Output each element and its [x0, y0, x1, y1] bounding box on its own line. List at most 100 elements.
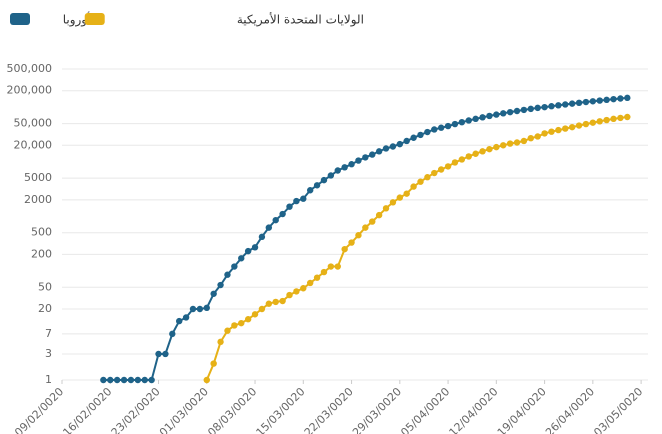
data-point	[458, 118, 466, 126]
data-point	[251, 311, 259, 318]
data-point	[155, 350, 162, 358]
data-point	[555, 102, 562, 109]
data-point	[548, 128, 555, 135]
data-point	[486, 112, 493, 120]
data-point	[217, 281, 224, 289]
data-point	[382, 205, 390, 212]
data-point	[341, 164, 348, 171]
data-point	[169, 330, 176, 338]
data-point	[258, 305, 266, 313]
data-point	[369, 218, 376, 225]
data-point	[306, 279, 314, 287]
data-point	[437, 166, 445, 173]
data-point	[293, 288, 300, 295]
data-point	[527, 134, 534, 142]
data-point	[479, 114, 486, 121]
data-point	[431, 169, 438, 177]
x-tick-label: 01/03/0020	[157, 385, 211, 434]
data-point	[610, 115, 617, 123]
data-point	[113, 376, 121, 384]
data-point	[320, 268, 328, 276]
data-point	[272, 216, 279, 224]
y-tick-label: 3	[45, 347, 52, 360]
data-point	[541, 103, 548, 111]
data-point	[189, 305, 197, 313]
data-point	[417, 178, 424, 185]
data-point	[610, 95, 617, 103]
data-point	[293, 197, 300, 205]
data-point	[341, 245, 348, 253]
data-point	[596, 97, 603, 104]
legend: أوروبا الولايات المتحدة الأمريكية	[10, 12, 364, 28]
data-point	[210, 290, 217, 297]
data-point	[451, 120, 459, 128]
data-point	[362, 224, 369, 231]
data-point	[451, 159, 459, 166]
data-point	[334, 167, 341, 174]
data-point	[348, 239, 355, 246]
data-point	[355, 157, 362, 164]
y-tick-label: 50,000	[14, 117, 53, 130]
x-tick-label: 05/04/0020	[398, 385, 452, 434]
data-point	[458, 156, 466, 163]
data-point	[527, 105, 534, 113]
data-point	[431, 126, 438, 133]
data-point	[603, 116, 610, 124]
data-point	[286, 291, 293, 299]
legend-label: أوروبا	[63, 12, 91, 28]
data-point	[244, 247, 252, 255]
data-point	[603, 96, 610, 104]
data-point	[568, 123, 576, 131]
data-point	[589, 98, 597, 105]
data-point	[575, 122, 583, 129]
data-point	[231, 263, 238, 270]
data-point	[148, 376, 155, 384]
y-tick-label: 500,000	[7, 62, 53, 75]
data-point	[196, 305, 204, 313]
data-point	[562, 101, 569, 108]
legend-swatch	[10, 13, 30, 25]
data-point	[624, 113, 631, 121]
data-point	[210, 360, 217, 367]
data-point	[403, 137, 410, 145]
data-point	[313, 274, 321, 281]
data-point	[520, 137, 528, 145]
y-tick-label: 7	[45, 327, 52, 340]
legend-swatch	[84, 13, 105, 25]
data-point	[355, 232, 362, 239]
data-point	[568, 100, 576, 107]
data-point	[375, 148, 383, 155]
data-point	[348, 161, 355, 168]
data-point	[272, 298, 279, 306]
data-point	[251, 244, 259, 251]
data-point	[582, 120, 590, 128]
data-point	[362, 154, 369, 161]
data-point	[238, 255, 245, 262]
data-point	[265, 224, 273, 231]
data-point	[382, 145, 390, 152]
legend-label: الولايات المتحدة الأمريكية	[237, 12, 364, 28]
data-point	[410, 134, 417, 141]
data-point	[238, 319, 245, 327]
data-point	[465, 117, 472, 124]
data-point	[279, 297, 286, 305]
x-tick-label: 22/03/0020	[302, 385, 356, 434]
y-tick-label: 500	[31, 226, 52, 239]
data-point	[624, 94, 631, 102]
x-tick-label: 12/04/0020	[447, 385, 501, 434]
data-point	[279, 210, 286, 218]
data-point	[444, 163, 452, 170]
data-point	[300, 195, 307, 202]
data-point	[265, 300, 273, 307]
data-point	[513, 139, 521, 146]
x-tick-label: 23/02/0020	[109, 385, 163, 434]
data-point	[396, 140, 404, 148]
data-point	[589, 119, 597, 126]
data-point	[334, 263, 341, 270]
data-point	[534, 104, 541, 112]
data-point	[437, 124, 445, 131]
x-tick-label: 08/03/0020	[205, 385, 259, 434]
data-point	[120, 376, 128, 384]
data-point	[300, 285, 307, 292]
